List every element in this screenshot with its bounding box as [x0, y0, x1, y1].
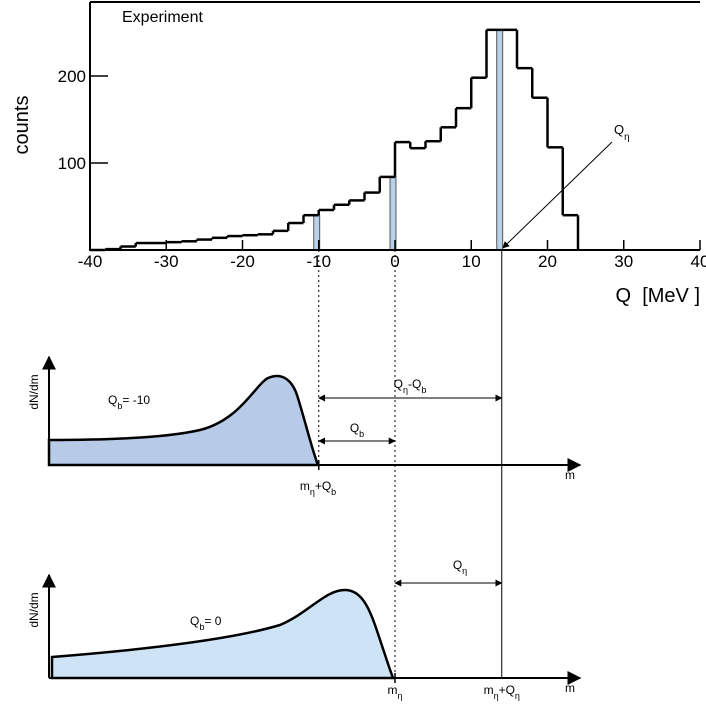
label-part: η: [462, 566, 467, 576]
label-part: Q: [190, 614, 199, 628]
label: Qb: [350, 421, 364, 439]
label: Qη-Qb: [394, 377, 427, 395]
x-axis-label: m: [565, 468, 575, 482]
label-part: m: [300, 479, 310, 493]
annotation-arrow: [502, 141, 613, 249]
label-part: η: [397, 691, 402, 701]
spectrum-curve: [50, 588, 395, 680]
label-part: b: [117, 401, 122, 411]
label-part: m: [387, 683, 397, 697]
label-part: η: [624, 132, 629, 143]
label: mη+Qη: [484, 683, 520, 701]
label-part: = -10: [122, 393, 150, 407]
label: Qη: [614, 122, 630, 143]
label-part: +Q: [315, 479, 331, 493]
label: Qb= 0: [190, 614, 222, 632]
x-tick-label: -20: [230, 252, 255, 271]
y-axis-label: dN/dm: [27, 374, 41, 409]
highlight-bar: [389, 176, 397, 251]
label: Qb= -10: [108, 393, 150, 411]
label-part: Q: [614, 122, 624, 137]
label-part: Q: [108, 393, 117, 407]
x-tick-label: 20: [538, 252, 557, 271]
label-part: b: [359, 429, 364, 439]
label: mη: [387, 683, 402, 701]
label-part: Q: [453, 558, 462, 572]
label-part: Q: [394, 377, 403, 391]
label-part: = 0: [204, 614, 221, 628]
label-part: m: [484, 683, 494, 697]
spectrum-curve: [47, 374, 320, 467]
label-part: -Q: [408, 377, 421, 391]
x-tick-label: 40: [691, 252, 706, 271]
label-part: η: [515, 691, 520, 701]
x-axis-label: m: [565, 681, 575, 695]
highlight-bar: [496, 29, 504, 251]
x-tick-label: -30: [154, 252, 179, 271]
label-part: η: [494, 691, 499, 701]
label-part: b: [331, 487, 336, 497]
label-part: b: [421, 385, 426, 395]
y-tick-label: 100: [58, 154, 86, 173]
x-tick-label: -40: [78, 252, 103, 271]
x-tick-label: 30: [614, 252, 633, 271]
y-axis-label: dN/dm: [27, 592, 41, 627]
label-part: Q: [350, 421, 359, 435]
label-part: +Q: [499, 683, 515, 697]
label-part: b: [199, 622, 204, 632]
label-part: η: [403, 385, 408, 395]
x-tick-label: 10: [462, 252, 481, 271]
y-tick-label: 200: [58, 67, 86, 86]
diagrams: dN/dm m dN/dm m: [27, 355, 582, 695]
label: mη+Qb: [300, 479, 336, 497]
y-axis-label: counts: [11, 96, 33, 155]
x-axis-label: Q [MeV ]: [616, 285, 700, 307]
label-part: η: [310, 487, 315, 497]
chart-title: Experiment: [122, 9, 203, 26]
label: Qη: [453, 558, 467, 576]
